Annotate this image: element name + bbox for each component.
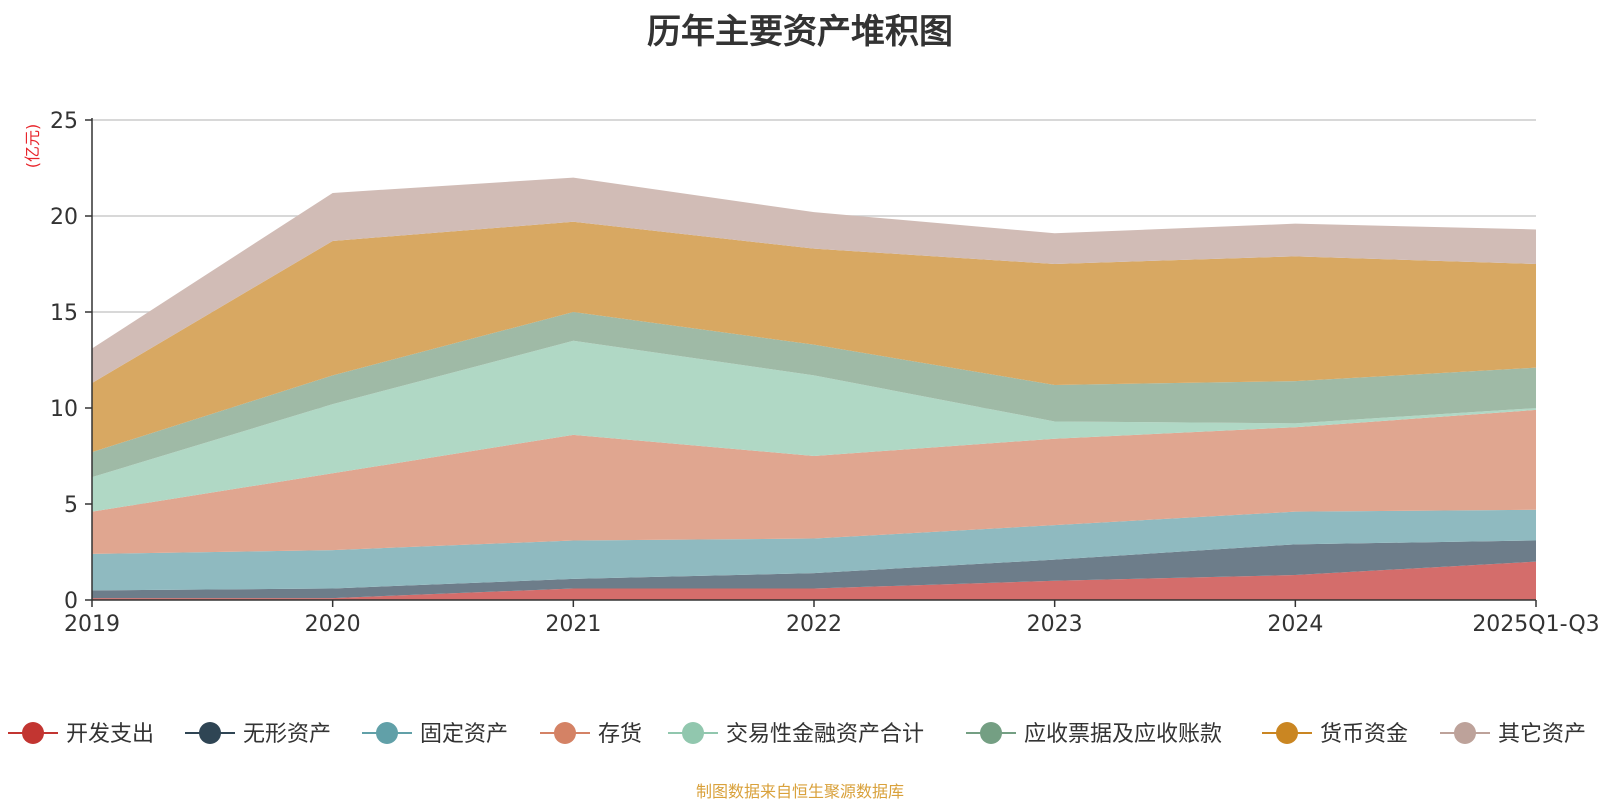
legend-item-8[interactable]: 其它资产 bbox=[1440, 722, 1586, 747]
x-tick-label: 2022 bbox=[786, 612, 842, 637]
x-tick-label: 2023 bbox=[1027, 612, 1083, 637]
area-series-4 bbox=[92, 409, 1536, 554]
y-tick-label: 25 bbox=[50, 109, 78, 134]
legend-item-5[interactable]: 交易性金融资产合计 bbox=[668, 722, 924, 747]
x-tick-label: 2019 bbox=[64, 612, 120, 637]
y-tick-label: 20 bbox=[50, 205, 78, 230]
area-series-2 bbox=[92, 540, 1536, 599]
legend-item-4[interactable]: 存货 bbox=[540, 722, 642, 747]
y-tick-label: 5 bbox=[64, 493, 78, 518]
legend-marker bbox=[22, 722, 44, 744]
legend-label: 固定资产 bbox=[420, 722, 508, 747]
area-series-5 bbox=[92, 340, 1536, 512]
legend-label: 存货 bbox=[598, 722, 642, 747]
legend-marker bbox=[682, 722, 704, 744]
legend-item-1[interactable]: 开发支出 bbox=[8, 722, 154, 747]
y-tick-label: 15 bbox=[50, 301, 78, 326]
legend-item-7[interactable]: 货币资金 bbox=[1262, 722, 1408, 747]
legend-item-6[interactable]: 应收票据及应收账款 bbox=[966, 722, 1222, 747]
x-tick-label: 2021 bbox=[545, 612, 601, 637]
source-note: 制图数据来自恒生聚源数据库 bbox=[695, 782, 904, 801]
legend-label: 应收票据及应收账款 bbox=[1024, 722, 1222, 747]
legend-marker bbox=[1276, 722, 1298, 744]
area-series-3 bbox=[92, 509, 1536, 591]
legend: 开发支出 无形资产 固定资产 存货 交易性金融资产合计 应收票据及应收账款 货币资金 其它资产 bbox=[8, 722, 1586, 747]
y-tick-label: 0 bbox=[64, 589, 78, 614]
area-series-6 bbox=[92, 312, 1536, 478]
legend-marker bbox=[376, 722, 398, 744]
chart-title: 历年主要资产堆积图 bbox=[647, 12, 953, 52]
legend-item-3[interactable]: 固定资产 bbox=[362, 722, 508, 747]
area-series-1 bbox=[92, 561, 1536, 600]
legend-label: 交易性金融资产合计 bbox=[726, 722, 924, 747]
axes: 0 5 10 15 20 25 (亿元) 2019 2020 2021 2022 2023 2024 20… bbox=[23, 109, 1600, 637]
x-tick-label: 2024 bbox=[1267, 612, 1323, 637]
legend-marker bbox=[980, 722, 1002, 744]
legend-label: 其它资产 bbox=[1498, 722, 1586, 747]
legend-label: 开发支出 bbox=[66, 722, 154, 747]
x-tick-label: 2020 bbox=[305, 612, 361, 637]
y-axis-unit: (亿元) bbox=[23, 124, 42, 169]
stacked-areas bbox=[92, 177, 1536, 600]
legend-marker bbox=[199, 722, 221, 744]
legend-label: 无形资产 bbox=[243, 722, 331, 747]
area-series-8 bbox=[92, 177, 1536, 384]
legend-label: 货币资金 bbox=[1320, 722, 1408, 747]
legend-marker bbox=[1454, 722, 1476, 744]
y-tick-label: 10 bbox=[50, 397, 78, 422]
legend-item-2[interactable]: 无形资产 bbox=[185, 722, 331, 747]
legend-marker bbox=[554, 722, 576, 744]
area-series-7 bbox=[92, 221, 1536, 453]
x-tick-label: 2025Q1-Q3 bbox=[1472, 612, 1599, 637]
